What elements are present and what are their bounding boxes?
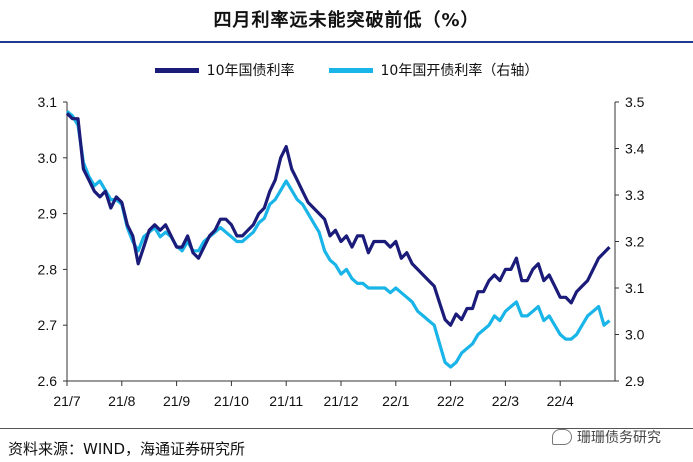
right-tick-label: 3.0 bbox=[625, 327, 645, 343]
x-tick-label: 21/12 bbox=[323, 393, 358, 409]
footer-divider bbox=[0, 428, 693, 429]
left-tick-label: 3.0 bbox=[38, 150, 58, 166]
left-tick-label: 2.7 bbox=[38, 317, 58, 333]
chart-title: 四月利率远未能突破前低（%） bbox=[213, 10, 480, 31]
watermark-text: 珊珊债务研究 bbox=[577, 430, 661, 446]
right-tick-label: 3.2 bbox=[625, 234, 645, 250]
watermark: 珊珊债务研究 bbox=[552, 427, 661, 447]
left-tick-label: 2.8 bbox=[38, 261, 58, 277]
x-tick-label: 21/11 bbox=[269, 393, 303, 409]
legend-item-series-2: 10年国开债利率（右轴） bbox=[328, 60, 539, 80]
legend-item-series-1: 10年国债利率 bbox=[154, 60, 295, 80]
series-line-2 bbox=[65, 110, 611, 369]
series-line-1 bbox=[65, 112, 611, 327]
left-tick-label: 3.1 bbox=[38, 94, 58, 110]
chat-bubble-icon bbox=[552, 429, 572, 445]
left-tick-label: 2.6 bbox=[38, 373, 58, 389]
right-tick-label: 3.1 bbox=[625, 280, 645, 296]
legend-swatch-series-2 bbox=[328, 67, 373, 73]
x-tick-label: 21/9 bbox=[163, 393, 190, 409]
left-tick-label: 2.9 bbox=[38, 206, 58, 222]
x-tick-label: 22/4 bbox=[547, 393, 574, 409]
right-tick-label: 3.4 bbox=[625, 141, 645, 157]
x-tick-label: 21/7 bbox=[53, 393, 80, 409]
x-tick-label: 22/3 bbox=[492, 393, 519, 409]
legend: 10年国债利率 10年国开债利率（右轴） bbox=[0, 60, 693, 80]
right-tick-label: 2.9 bbox=[625, 373, 645, 389]
right-tick-label: 3.5 bbox=[625, 94, 645, 110]
x-tick-label: 22/2 bbox=[437, 393, 464, 409]
x-tick-label: 22/1 bbox=[382, 393, 409, 409]
title-divider bbox=[0, 41, 693, 43]
right-tick-label: 3.3 bbox=[625, 187, 645, 203]
x-tick-label: 21/8 bbox=[108, 393, 135, 409]
legend-label-series-2: 10年国开债利率（右轴） bbox=[380, 63, 539, 79]
x-tick-label: 21/10 bbox=[214, 393, 249, 409]
legend-label-series-1: 10年国债利率 bbox=[206, 63, 295, 79]
legend-swatch-series-1 bbox=[154, 67, 199, 73]
source-note: 资料来源：WIND，海通证券研究所 bbox=[8, 440, 246, 458]
